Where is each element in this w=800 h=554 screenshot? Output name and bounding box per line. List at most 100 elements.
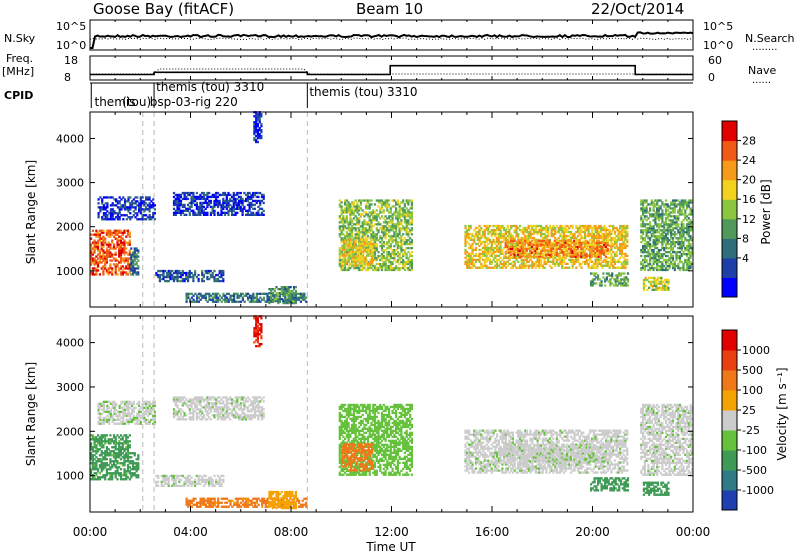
echo-cell	[356, 227, 359, 230]
echo-cell	[135, 267, 138, 270]
echo-cell	[550, 228, 553, 232]
echo-cell	[176, 195, 179, 199]
echo-cell	[652, 207, 655, 210]
echo-cell	[250, 294, 253, 297]
echo-cell	[122, 218, 125, 221]
echo-cell	[357, 256, 360, 259]
echo-cell	[341, 254, 344, 257]
echo-cell	[395, 209, 398, 212]
echo-cell	[622, 242, 625, 246]
echo-cell	[645, 199, 648, 202]
echo-cell	[539, 243, 542, 246]
echo-cell	[474, 266, 478, 269]
echo-cell	[133, 263, 136, 266]
echo-cell	[469, 252, 472, 255]
echo-cell	[97, 202, 100, 205]
echo-cell	[365, 250, 369, 253]
echo-cell	[250, 203, 253, 207]
echo-cell	[213, 294, 216, 297]
echo-cell	[471, 238, 474, 242]
echo-cell	[204, 269, 207, 273]
echo-cell	[121, 269, 124, 272]
echo-cell	[375, 217, 378, 220]
echo-cell	[102, 204, 105, 207]
echo-cell	[395, 231, 398, 234]
echo-cell	[489, 260, 492, 263]
echo-cell	[366, 247, 370, 250]
echo-cell	[345, 251, 348, 254]
echo-cell	[596, 228, 599, 232]
echo-cell	[199, 205, 202, 209]
echo-cell	[573, 245, 576, 248]
echo-cell	[497, 226, 500, 230]
echo-cell	[640, 203, 643, 206]
echo-cell	[531, 264, 534, 267]
echo-cell	[524, 234, 527, 238]
echo-cell	[91, 257, 94, 260]
echo-cell	[102, 218, 105, 221]
echo-cell	[652, 225, 655, 228]
echo-cell	[245, 209, 248, 212]
echo-cell	[518, 241, 521, 244]
echo-cell	[141, 200, 144, 203]
echo-cell	[386, 221, 389, 224]
echo-cell	[547, 234, 550, 238]
echo-cell	[649, 213, 652, 216]
echo-cell	[547, 232, 550, 236]
echo-cell	[620, 236, 624, 240]
echo-cell	[656, 207, 659, 210]
echo-cell	[483, 260, 486, 263]
echo-cell	[615, 242, 618, 246]
echo-cell	[206, 211, 209, 214]
echo-cell	[601, 247, 604, 250]
echo-cell	[95, 259, 98, 262]
echo-cell	[131, 206, 134, 209]
echo-cell	[355, 246, 358, 249]
echo-cell	[289, 296, 292, 299]
echo-cell	[179, 273, 183, 277]
echo-cell	[350, 250, 353, 253]
echo-cell	[680, 239, 683, 242]
echo-cell	[396, 217, 399, 220]
echo-cell	[208, 201, 211, 205]
echo-cell	[640, 215, 643, 218]
echo-cell	[647, 237, 650, 240]
echo-cell	[668, 227, 671, 230]
echo-cell	[255, 199, 258, 203]
echo-cell	[532, 247, 535, 250]
echo-cell	[365, 223, 368, 226]
echo-cell	[382, 260, 385, 264]
echo-cell	[398, 256, 401, 260]
echo-cell	[471, 248, 474, 252]
echo-cell	[686, 253, 689, 256]
echo-cell	[656, 247, 659, 250]
echo-cell	[111, 218, 114, 221]
echo-cell	[492, 224, 495, 228]
echo-cell	[174, 201, 177, 205]
echo-cell	[620, 252, 624, 255]
echo-cell	[153, 218, 156, 221]
echo-cell	[675, 223, 678, 226]
echo-cell	[670, 211, 673, 214]
echo-cell	[224, 296, 227, 299]
echo-cell	[211, 273, 214, 277]
echo-cell	[621, 284, 624, 287]
echo-cell	[343, 244, 346, 247]
echo-cell	[195, 195, 198, 199]
echo-cell	[516, 251, 520, 254]
echo-cell	[569, 251, 572, 254]
echo-cell	[139, 200, 142, 203]
echo-cell	[118, 269, 121, 272]
echo-cell	[533, 262, 536, 265]
echo-cell	[372, 211, 375, 214]
echo-cell	[354, 254, 357, 258]
echo-cell	[351, 254, 354, 257]
echo-cell	[522, 266, 525, 269]
echo-cell	[663, 225, 666, 228]
echo-cell	[671, 215, 675, 218]
echo-cell	[253, 136, 256, 140]
echo-cell	[356, 266, 359, 270]
echo-cell	[275, 299, 278, 303]
echo-cell	[112, 231, 116, 234]
echo-cell	[253, 138, 256, 142]
